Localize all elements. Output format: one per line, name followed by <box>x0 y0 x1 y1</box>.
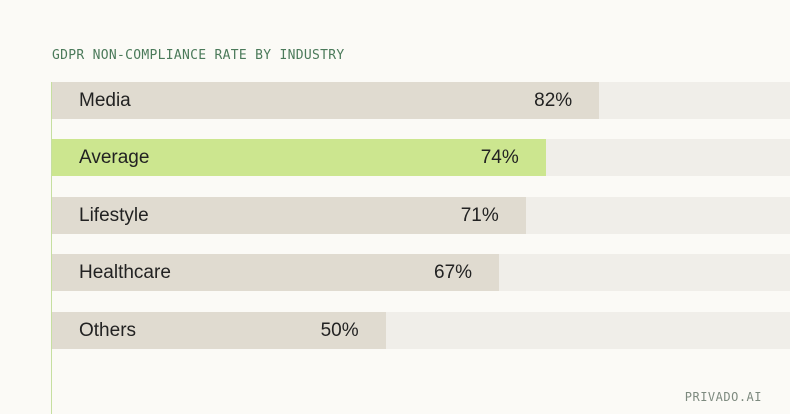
bar-row: Lifestyle 71% <box>52 196 790 234</box>
chart-title: GDPR NON-COMPLIANCE RATE BY INDUSTRY <box>52 48 345 63</box>
value-label: 74% <box>480 147 519 169</box>
bar-row: Average 74% <box>52 139 790 177</box>
bar <box>52 254 500 292</box>
bar-row: Others 50% <box>52 311 790 349</box>
category-label: Healthcare <box>79 262 171 284</box>
bar-row: Healthcare 67% <box>52 254 790 292</box>
bar-row: Media 82% <box>52 82 790 119</box>
bar <box>52 139 546 177</box>
value-label: 67% <box>434 262 473 284</box>
bar <box>52 82 600 119</box>
value-label: 50% <box>320 319 359 341</box>
category-label: Media <box>79 90 131 111</box>
bar <box>52 311 386 349</box>
bar <box>52 196 526 234</box>
category-label: Average <box>79 147 150 169</box>
category-label: Lifestyle <box>79 204 149 226</box>
axis-line <box>51 82 52 414</box>
value-label: 82% <box>534 90 573 111</box>
source-label: PRIVADO.AI <box>684 390 762 404</box>
value-label: 71% <box>460 204 499 226</box>
category-label: Others <box>79 319 137 341</box>
